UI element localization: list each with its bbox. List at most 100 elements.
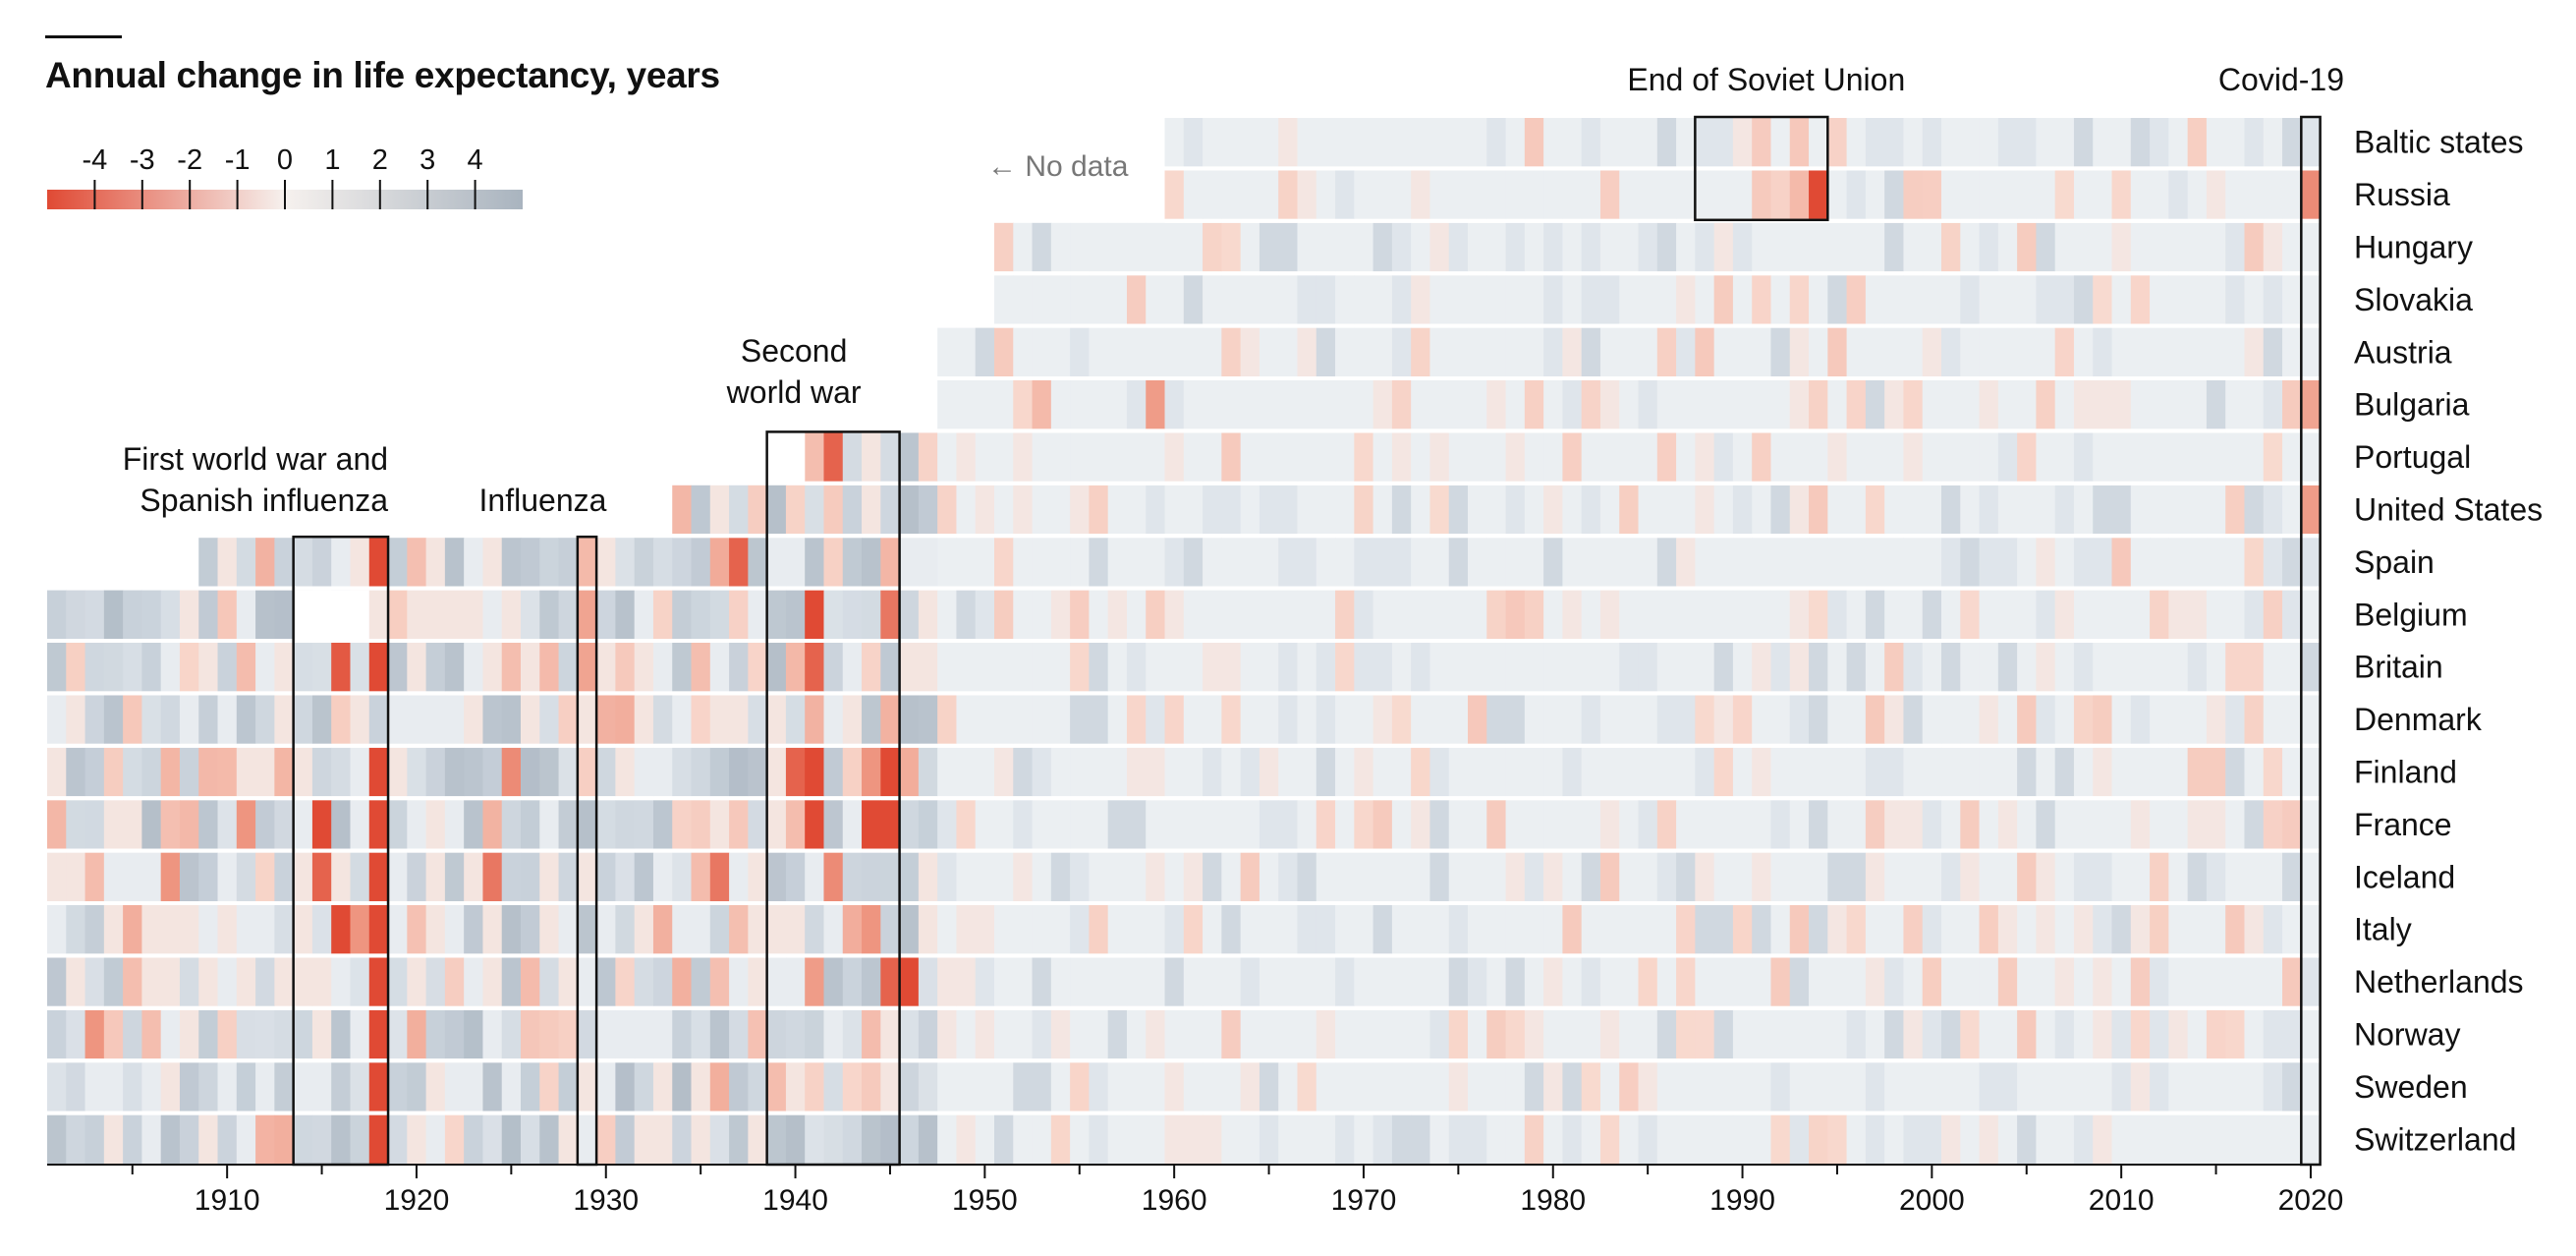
cell-france-1922 bbox=[444, 800, 465, 849]
cell-denmark-1913 bbox=[274, 695, 295, 744]
cell-slovakia-2005 bbox=[2017, 275, 2037, 324]
cell-sweden-1999 bbox=[1903, 1062, 1924, 1112]
cell-russia-1985 bbox=[1638, 170, 1658, 219]
cell-baltic-states-1980 bbox=[1543, 118, 1563, 167]
cell-denmark-1906 bbox=[141, 695, 162, 744]
cell-slovakia-2019 bbox=[2282, 275, 2302, 324]
cell-italy-1972 bbox=[1391, 905, 1412, 954]
cell-finland-1915 bbox=[311, 747, 332, 797]
cell-baltic-states-1979 bbox=[1524, 118, 1544, 167]
cell-portugal-2008 bbox=[2073, 432, 2094, 482]
cell-norway-1948 bbox=[937, 1009, 958, 1059]
cell-finland-1962 bbox=[1203, 747, 1222, 797]
cell-baltic-states-1972 bbox=[1391, 118, 1412, 167]
cell-denmark-1953 bbox=[1032, 695, 1052, 744]
cell-france-1998 bbox=[1884, 800, 1905, 849]
cell-switzerland-1967 bbox=[1297, 1114, 1317, 1164]
cell-sweden-1949 bbox=[956, 1062, 977, 1112]
cell-sweden-1918 bbox=[368, 1062, 389, 1112]
cell-finland-2010 bbox=[2111, 747, 2132, 797]
row-gap bbox=[937, 428, 2322, 433]
cell-britain-2016 bbox=[2225, 643, 2246, 692]
cell-sweden-1919 bbox=[388, 1062, 408, 1112]
cell-norway-1949 bbox=[956, 1009, 977, 1059]
cell-spain-1919 bbox=[388, 538, 408, 587]
cell-bulgaria-2020 bbox=[2301, 380, 2322, 429]
cell-switzerland-1990 bbox=[1732, 1114, 1753, 1164]
cell-france-1942 bbox=[823, 800, 844, 849]
cell-sweden-1967 bbox=[1297, 1062, 1317, 1112]
cell-france-1960 bbox=[1164, 800, 1185, 849]
cell-portugal-1958 bbox=[1126, 432, 1147, 482]
cell-italy-1973 bbox=[1411, 905, 1431, 954]
cell-finland-1942 bbox=[823, 747, 844, 797]
cell-norway-1972 bbox=[1391, 1009, 1412, 1059]
cell-finland-1918 bbox=[368, 747, 389, 797]
cell-austria-1948 bbox=[937, 327, 958, 376]
cell-denmark-1947 bbox=[918, 695, 938, 744]
color-legend: -4 -3 -2 -1 0 1 2 3 4 bbox=[47, 144, 523, 209]
cell-switzerland-1924 bbox=[482, 1114, 503, 1164]
cell-italy-1932 bbox=[634, 905, 654, 954]
cell-italy-1924 bbox=[482, 905, 503, 954]
cell-switzerland-1975 bbox=[1448, 1114, 1469, 1164]
cell-iceland-2004 bbox=[1997, 852, 2018, 901]
cell-norway-1939 bbox=[766, 1009, 787, 1059]
cell-italy-1996 bbox=[1846, 905, 1867, 954]
cell-france-1946 bbox=[899, 800, 920, 849]
cell-portugal-1945 bbox=[880, 432, 901, 482]
cell-norway-1914 bbox=[293, 1009, 313, 1059]
cell-switzerland-1918 bbox=[368, 1114, 389, 1164]
cell-sweden-1995 bbox=[1827, 1062, 1848, 1112]
cell-norway-1982 bbox=[1581, 1009, 1601, 1059]
cell-belgium-1972 bbox=[1391, 590, 1412, 639]
cell-sweden-1989 bbox=[1713, 1062, 1734, 1112]
cell-sweden-1979 bbox=[1524, 1062, 1544, 1112]
cell-france-1910 bbox=[217, 800, 238, 849]
cell-britain-1943 bbox=[842, 643, 863, 692]
cell-austria-1954 bbox=[1050, 327, 1071, 376]
cell-britain-2013 bbox=[2168, 643, 2189, 692]
cell-iceland-1933 bbox=[652, 852, 673, 901]
cell-austria-1972 bbox=[1391, 327, 1412, 376]
cell-sweden-1936 bbox=[709, 1062, 730, 1112]
cell-russia-1981 bbox=[1562, 170, 1583, 219]
cell-russia-1990 bbox=[1732, 170, 1753, 219]
cell-baltic-states-2016 bbox=[2225, 118, 2246, 167]
cell-russia-1998 bbox=[1884, 170, 1905, 219]
cell-france-1984 bbox=[1619, 800, 1640, 849]
cell-hungary-1981 bbox=[1562, 222, 1583, 272]
cell-finland-1957 bbox=[1107, 747, 1128, 797]
cell-finland-2019 bbox=[2282, 747, 2302, 797]
cell-sweden-2012 bbox=[2150, 1062, 2169, 1112]
cell-baltic-states-1977 bbox=[1486, 118, 1507, 167]
cell-sweden-1986 bbox=[1656, 1062, 1677, 1112]
cell-sweden-1960 bbox=[1164, 1062, 1185, 1112]
cell-italy-1971 bbox=[1372, 905, 1393, 954]
cell-norway-2012 bbox=[2150, 1009, 2169, 1059]
cell-britain-1955 bbox=[1070, 643, 1090, 692]
cell-bulgaria-1963 bbox=[1221, 380, 1242, 429]
cell-slovakia-2009 bbox=[2093, 275, 2113, 324]
cell-belgium-2006 bbox=[2036, 590, 2056, 639]
cell-switzerland-1909 bbox=[198, 1114, 219, 1164]
legend-tick-label: 2 bbox=[372, 144, 388, 176]
cell-sweden-1954 bbox=[1050, 1062, 1071, 1112]
cell-united-states-1951 bbox=[994, 485, 1014, 535]
cell-belgium-1941 bbox=[805, 590, 825, 639]
missing-data-cell bbox=[766, 432, 806, 482]
cell-slovakia-2002 bbox=[1960, 275, 1981, 324]
cell-iceland-1907 bbox=[160, 852, 181, 901]
cell-portugal-2000 bbox=[1922, 432, 1942, 482]
row-gap bbox=[672, 534, 2322, 539]
cell-belgium-1936 bbox=[709, 590, 730, 639]
cell-france-1938 bbox=[748, 800, 768, 849]
cell-sweden-1901 bbox=[47, 1062, 67, 1112]
cell-belgium-1954 bbox=[1050, 590, 1071, 639]
cell-italy-1939 bbox=[766, 905, 787, 954]
cell-austria-1974 bbox=[1429, 327, 1450, 376]
cell-norway-1993 bbox=[1789, 1009, 1810, 1059]
cell-italy-2015 bbox=[2206, 905, 2226, 954]
cell-austria-2014 bbox=[2187, 327, 2208, 376]
cell-france-2014 bbox=[2187, 800, 2208, 849]
